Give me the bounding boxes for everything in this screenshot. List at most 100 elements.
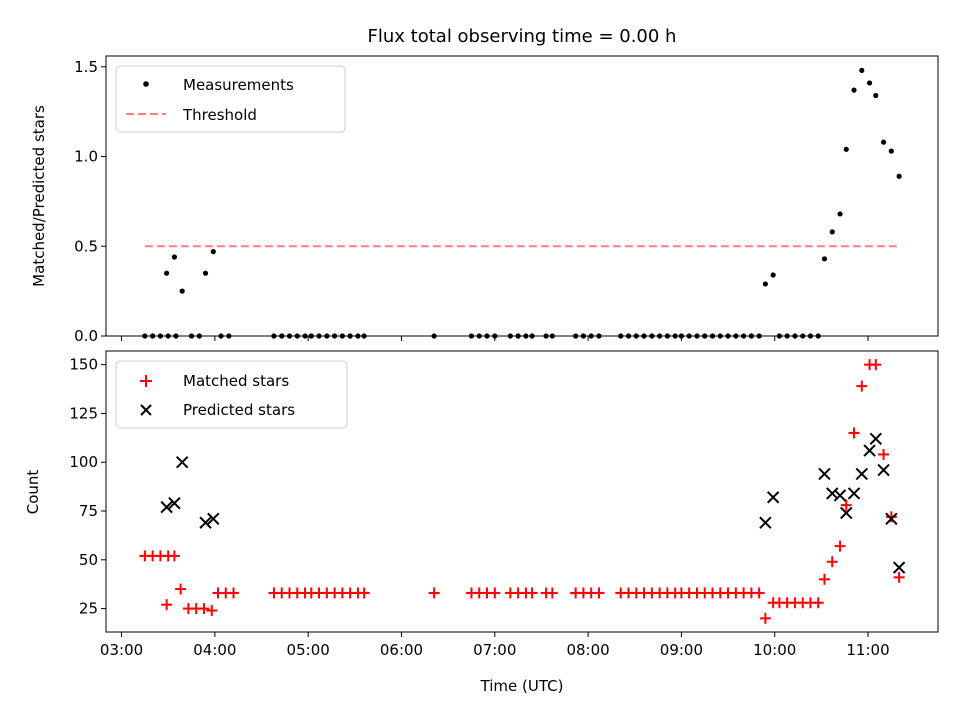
- measurements-point: [179, 288, 185, 294]
- legend-label-predicted-stars: Predicted stars: [183, 401, 295, 419]
- predicted-stars-point: [840, 506, 853, 520]
- predicted-stars-point: [885, 512, 898, 526]
- matched-stars-point: [848, 427, 860, 439]
- measurements-point: [770, 272, 776, 278]
- bottom-y-tick-label: 150: [69, 356, 98, 374]
- matched-stars-point: [870, 359, 882, 371]
- measurements-point: [837, 211, 843, 217]
- measurements-point: [859, 67, 865, 73]
- legend-marker-measurements: [143, 81, 149, 87]
- measurements-point: [896, 173, 902, 179]
- matched-stars-point: [175, 583, 187, 595]
- x-tick-label: 11:00: [846, 641, 889, 659]
- predicted-stars-point: [847, 487, 861, 500]
- matched-stars-point: [428, 587, 440, 599]
- top-y-tick-label: 0.5: [74, 237, 98, 255]
- predicted-stars-point: [160, 500, 173, 514]
- matched-stars-point: [168, 550, 180, 562]
- x-tick-label: 06:00: [380, 641, 423, 659]
- x-tick-label: 10:00: [753, 641, 796, 659]
- predicted-stars-point: [877, 463, 890, 477]
- predicted-stars-point: [869, 432, 883, 446]
- predicted-stars-point: [766, 491, 780, 504]
- matched-stars-point: [489, 587, 501, 599]
- matched-stars-point: [358, 587, 370, 599]
- predicted-stars-point: [818, 467, 831, 481]
- measurements-point: [843, 146, 849, 152]
- measurements-point: [829, 229, 835, 235]
- x-tick-label: 08:00: [566, 641, 609, 659]
- matched-stars-point: [856, 380, 868, 392]
- measurements-point: [171, 254, 178, 260]
- x-tick-label: 05:00: [287, 641, 330, 659]
- matched-stars-point: [818, 573, 830, 585]
- measurements-point: [866, 80, 873, 86]
- top-plot-marks: [142, 67, 902, 339]
- matched-stars-point: [593, 587, 605, 599]
- legend-label-matched-stars: Matched stars: [183, 372, 289, 390]
- measurements-point: [880, 139, 887, 145]
- measurements-point: [873, 92, 879, 99]
- bottom-plot-marks: [139, 359, 906, 624]
- bottom-y-axis-label: Count: [24, 470, 42, 515]
- legend-label-measurements: Measurements: [183, 76, 294, 94]
- top-y-tick-label: 1.0: [74, 148, 98, 166]
- predicted-stars-point: [863, 444, 876, 457]
- predicted-stars-point: [168, 497, 181, 510]
- bottom-y-tick-label: 100: [69, 453, 98, 471]
- bottom-x-ticks: 03:00 04:00 05:00 06:00 07:00 08:00 09:00 10:00…: [100, 632, 890, 659]
- predicted-stars-point: [207, 512, 220, 526]
- matched-stars-point: [826, 556, 838, 568]
- measurements-point: [202, 270, 209, 276]
- top-y-axis-label: Matched/Predicted stars: [30, 105, 48, 287]
- bottom-y-tick-label: 75: [79, 502, 98, 520]
- measurements-point: [210, 249, 216, 255]
- predicted-stars-point: [199, 516, 212, 529]
- matched-stars-point: [812, 597, 824, 609]
- x-tick-label: 07:00: [473, 641, 516, 659]
- top-panel: 0.0 0.5 1.0 1.5 Matched/Predicted stars Mea…: [30, 55, 939, 345]
- top-x-ticks: [121, 336, 869, 341]
- matched-stars-point: [161, 599, 173, 611]
- predicted-stars-point: [175, 456, 189, 469]
- matched-stars-point: [753, 587, 765, 599]
- top-y-tick-label: 0.0: [74, 327, 98, 345]
- measurements-point: [164, 270, 170, 276]
- matched-stars-point: [840, 499, 852, 511]
- top-y-tick-label: 1.5: [74, 58, 98, 76]
- predicted-stars-point: [826, 487, 839, 500]
- matched-stars-point: [893, 571, 905, 583]
- bottom-y-ticks: 25 50 75 100 125 150: [69, 356, 106, 618]
- bottom-y-tick-label: 50: [79, 551, 98, 569]
- bottom-axes-frame: [105, 350, 939, 633]
- legend-marker-predicted-stars: [140, 404, 152, 416]
- matched-stars-point: [546, 587, 558, 599]
- x-axis-label: Time (UTC): [480, 677, 564, 695]
- measurements-point: [762, 281, 768, 287]
- top-legend: Measurements Threshold: [115, 65, 346, 133]
- bottom-panel: 25 50 75 100 125 150 03:00 04:00 05:00 06:00 07:0…: [24, 350, 939, 695]
- top-legend-box: [115, 65, 346, 133]
- x-tick-label: 09:00: [660, 641, 703, 659]
- matched-stars-point: [526, 587, 538, 599]
- matched-stars-point: [198, 603, 210, 615]
- bottom-y-tick-label: 125: [69, 404, 98, 422]
- bottom-y-tick-label: 25: [79, 600, 98, 618]
- matched-stars-point: [834, 540, 846, 552]
- predicted-stars-point: [892, 561, 906, 574]
- bottom-legend: Matched stars Predicted stars: [115, 360, 348, 429]
- bottom-legend-box: [115, 360, 348, 429]
- top-axes-frame: [105, 55, 939, 337]
- matched-stars-point: [885, 511, 897, 523]
- x-tick-label: 04:00: [193, 641, 236, 659]
- matched-stars-point: [206, 605, 218, 617]
- figure-title: Flux total observing time = 0.00 h: [368, 26, 677, 47]
- legend-label-threshold: Threshold: [182, 106, 257, 124]
- matched-stars-point: [878, 448, 890, 460]
- top-y-ticks: 0.0 0.5 1.0 1.5: [74, 58, 106, 345]
- measurements-point: [821, 256, 828, 262]
- measurements-point: [888, 148, 894, 154]
- measurements-point: [851, 87, 857, 93]
- legend-marker-matched-stars: [140, 375, 152, 387]
